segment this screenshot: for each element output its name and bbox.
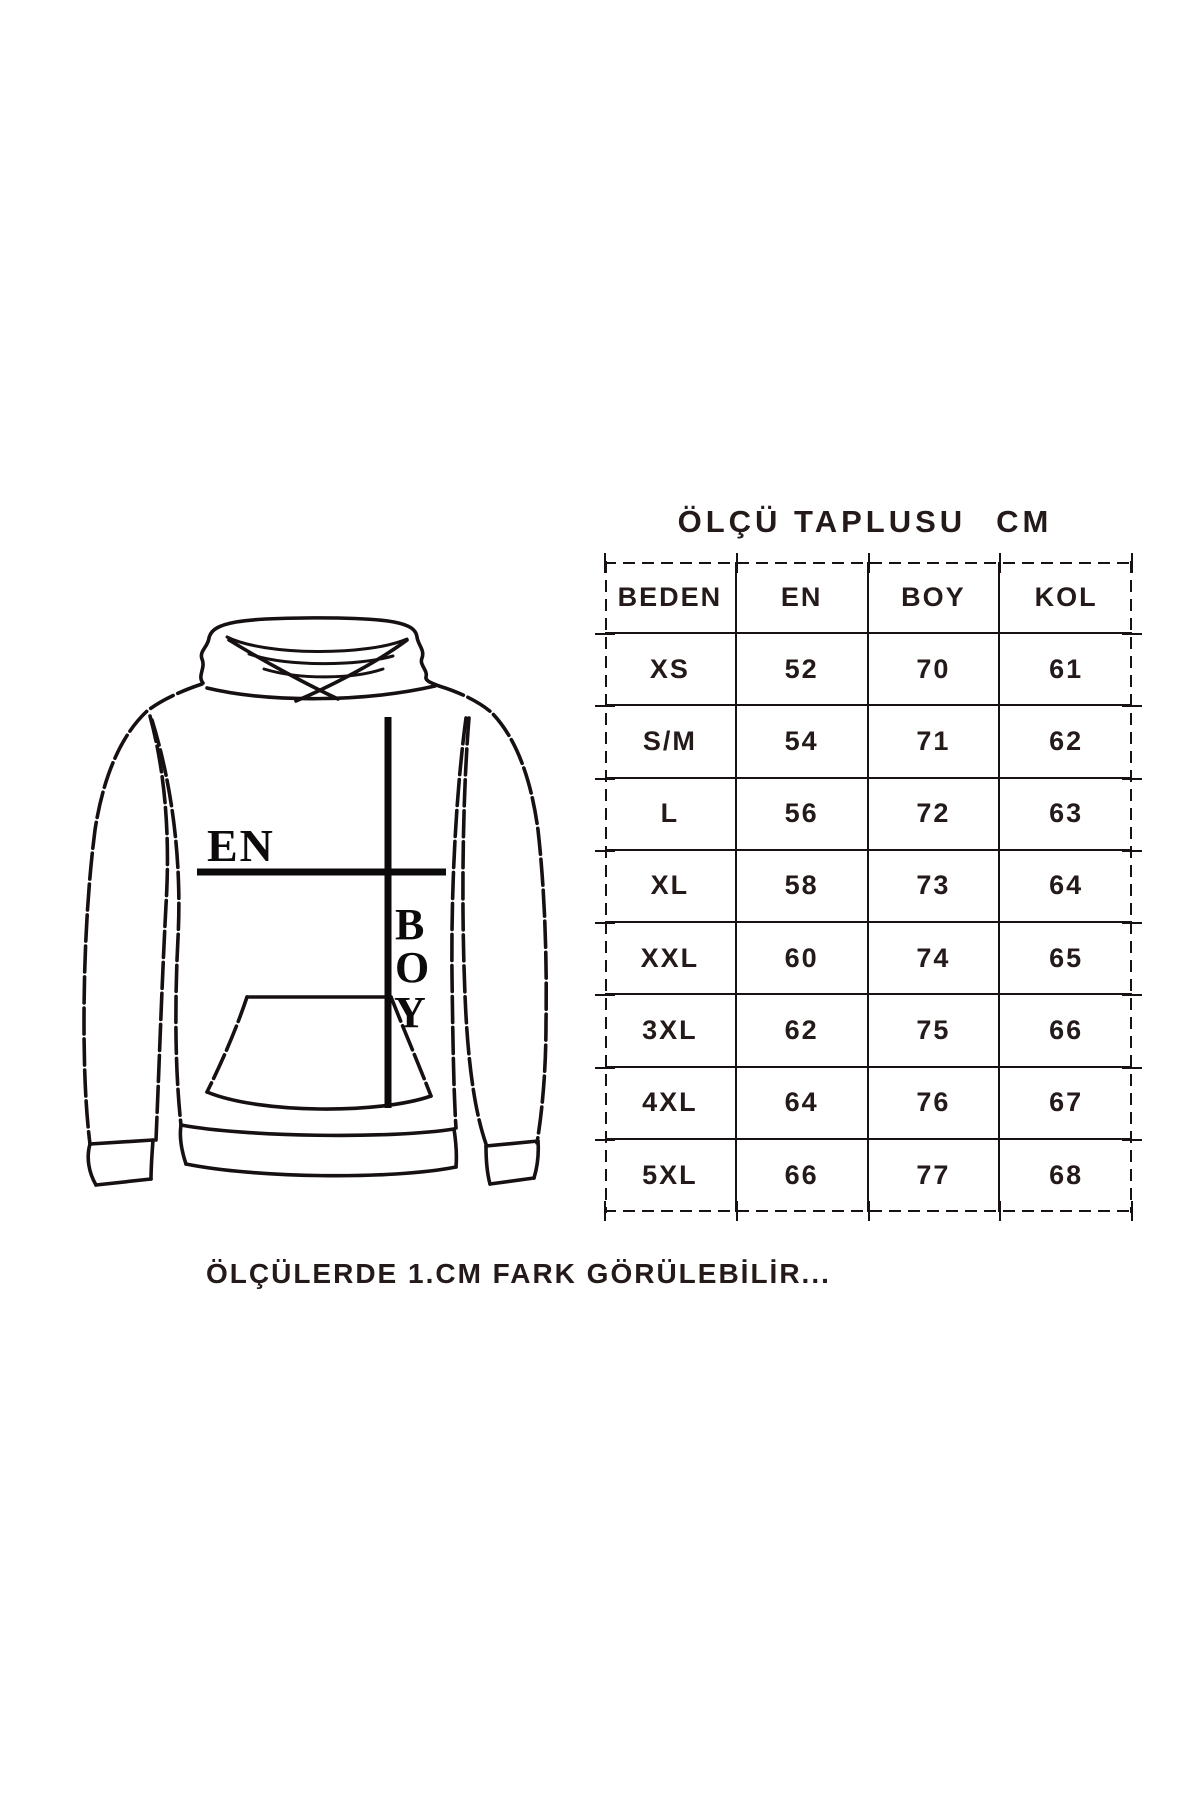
size-cell: 75 [868,995,1001,1068]
size-cell: 73 [868,850,1001,924]
col-header-boy: BOY [868,562,1001,635]
frame-tick [735,1201,738,1221]
frame-tick [1131,1201,1133,1221]
measurement-labels: EN B O Y [207,820,429,1037]
torso-outline [150,716,468,1130]
size-cell: 66 [737,1139,869,1212]
size-cell: 68 [1049,1160,1084,1191]
size-cell: 62 [1000,706,1132,779]
frame-tick [1131,553,1133,573]
frame-tick [595,705,615,708]
size-cell: 64 [1000,851,1132,924]
size-cell: 72 [868,778,1001,851]
frame-tick [1122,1138,1142,1141]
frame-tick [595,922,615,925]
size-cell: 65 [1000,923,1132,996]
size-cell: S/M [605,706,737,779]
col-header-beden: BEDEN [605,562,737,635]
size-cell: 61 [1000,634,1132,707]
col-header-kol: KOL [1000,562,1132,635]
frame-tick [867,553,870,573]
kangaroo-pocket [205,995,433,1111]
size-table: BEDEN EN BOY KOL XS 52 70 61 S/M 54 71 6… [595,553,1142,1221]
frame-tick [604,553,606,573]
length-label-letter-y: Y [394,988,426,1037]
size-cell: 58 [736,850,869,924]
size-cell: 74 [868,923,1001,996]
size-cell: 70 [868,634,1001,707]
size-cell: 67 [1000,1068,1132,1140]
tolerance-footnote: ÖLÇÜLERDE 1.CM FARK GÖRÜLEBİLİR... [206,1258,831,1289]
size-cell: 63 [1000,779,1132,851]
size-cell: 66 [1000,995,1132,1068]
size-cell: XXL [605,923,737,996]
size-cell: 71 [868,706,1001,779]
frame-tick [1122,777,1142,780]
hood-outline [199,616,441,703]
size-cell: 60 [736,923,869,996]
left-sleeve [82,682,204,1187]
title-unit: CM [996,504,1053,539]
frame-tick [1122,633,1142,636]
size-cell: 64 [736,1067,869,1140]
hem-band [178,1123,459,1178]
size-cell: 56 [736,778,869,851]
frame-tick [1122,1066,1142,1069]
size-grid: BEDEN EN BOY KOL XS 52 70 61 S/M 54 71 6… [605,562,1132,1212]
size-cell: 76 [868,1067,1001,1140]
frame-tick [1122,849,1142,852]
size-cell: 52 [736,634,869,707]
frame-tick [999,553,1002,573]
frame-tick [1122,705,1142,708]
size-cell: 5XL [605,1139,737,1212]
size-cell: 54 [736,706,869,779]
measurement-lines [197,717,446,1108]
frame-tick [595,1066,615,1069]
frame-tick [595,633,615,636]
frame-tick [735,553,738,573]
table-border-left [605,561,607,1213]
right-sleeve [437,684,549,1186]
col-header-en: EN [736,562,869,635]
frame-tick [999,1201,1002,1221]
length-label-letter-o: O [395,943,429,992]
size-cell: 3XL [605,995,737,1068]
size-cell: L [605,778,737,851]
frame-tick [595,777,615,780]
frame-tick [604,1201,606,1221]
hoodie-sketch-svg: EN B O Y [82,616,549,1187]
frame-tick [595,1138,615,1141]
size-cell: 4XL [605,1067,737,1140]
size-cell: XL [605,850,737,924]
width-label: EN [207,820,275,871]
frame-tick [867,1201,870,1221]
frame-tick [1122,922,1142,925]
hoodie-diagram: EN B O Y [60,530,560,1210]
size-cell: 77 [869,1139,1001,1212]
title-text: ÖLÇÜ TAPLUSU [677,504,967,539]
length-label-letter-b: B [395,900,424,949]
frame-tick [1122,994,1142,997]
frame-tick [595,994,615,997]
size-cell: 62 [736,995,869,1068]
size-cell: XS [605,634,737,707]
table-border-right [1130,561,1132,1213]
frame-tick [595,849,615,852]
page-title: ÖLÇÜ TAPLUSU CM [585,504,1145,540]
